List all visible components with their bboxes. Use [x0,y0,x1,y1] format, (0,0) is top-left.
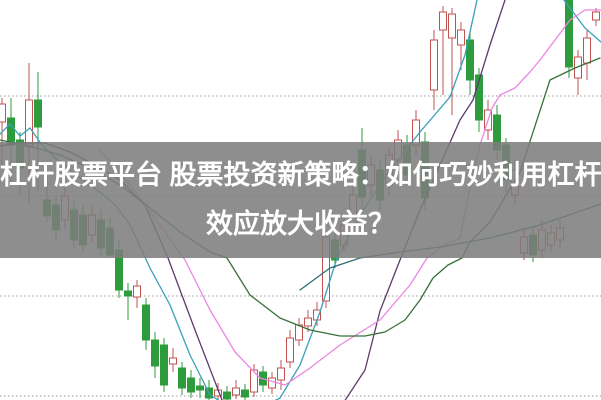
title-overlay: 杠杆股票平台 股票投资新策略：如何巧妙利用杠杆 效应放大收益？ [0,142,601,258]
title-line-1: 杠杆股票平台 股票投资新策略：如何巧妙利用杠杆 [0,160,601,190]
title-line-2: 效应放大收益？ [206,209,395,239]
